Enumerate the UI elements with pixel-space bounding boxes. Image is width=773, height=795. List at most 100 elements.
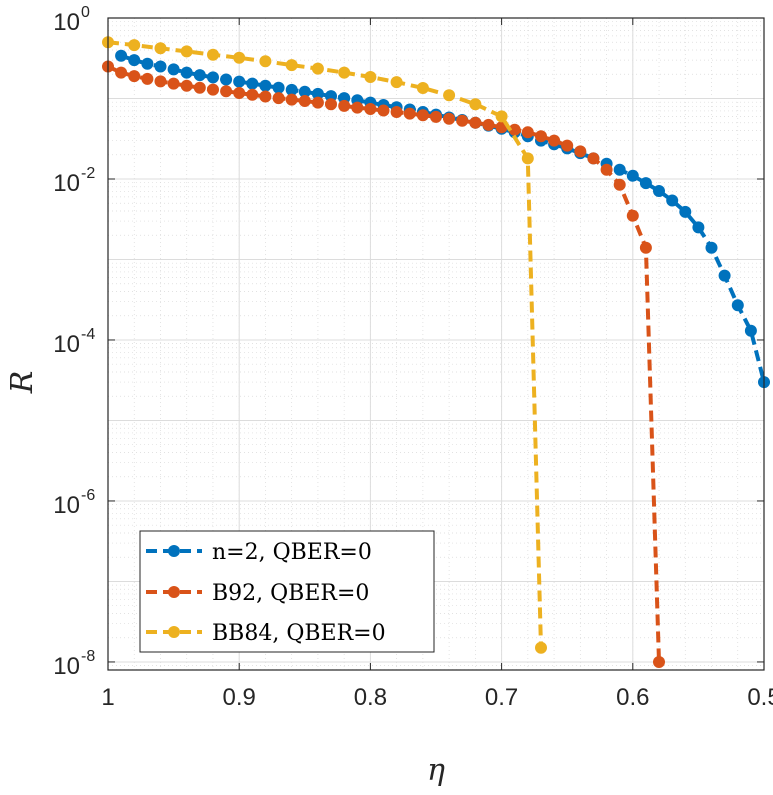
- data-point-0-5: [180, 66, 193, 79]
- data-point-1-16: [311, 96, 324, 109]
- data-point-1-27: [456, 114, 469, 127]
- data-point-1-25: [430, 110, 442, 123]
- y-tick-label-exponent: -4: [81, 326, 95, 343]
- legend-entry-b92: B92, QBER=0: [146, 581, 369, 606]
- data-point-0-3: [154, 60, 167, 73]
- data-point-1-18: [338, 99, 351, 112]
- data-point-0-6: [193, 69, 206, 82]
- data-point-0-12: [272, 81, 285, 94]
- data-point-1-21: [377, 104, 390, 117]
- data-point-2-16: [521, 152, 534, 165]
- y-tick-label-exponent: -2: [81, 165, 95, 182]
- data-point-1-11: [246, 88, 259, 101]
- data-point-0-11: [259, 79, 272, 92]
- data-point-1-40: [626, 209, 639, 222]
- y-tick-label: 10 0: [53, 4, 90, 36]
- x-axis-tick-labels: 1 0.9 0.8 0.7 0.6 0.5: [101, 684, 773, 711]
- data-point-0-10: [246, 77, 259, 90]
- data-point-1-36: [574, 145, 587, 158]
- data-point-1-33: [535, 130, 547, 143]
- series-line-0: [120, 53, 766, 383]
- data-point-1-41: [639, 241, 652, 254]
- legend-entry-bb84: BB84, QBER=0: [146, 621, 386, 646]
- data-point-1-32: [521, 126, 534, 139]
- y-tick-label-base: 10: [53, 170, 80, 197]
- data-point-0-47: [731, 299, 744, 312]
- data-point-2-5: [233, 51, 246, 64]
- data-point-0-13: [285, 83, 298, 96]
- data-point-1-9: [220, 85, 233, 98]
- data-point-0-9: [233, 75, 246, 88]
- data-point-0-42: [666, 194, 679, 207]
- x-tick-label: 0.7: [485, 684, 518, 711]
- y-tick-label: 10 -6: [53, 487, 95, 519]
- data-point-2-12: [416, 82, 429, 94]
- data-point-1-3: [141, 72, 154, 85]
- data-point-0-4: [167, 63, 180, 76]
- data-point-1-35: [561, 139, 574, 152]
- data-point-1-26: [443, 112, 456, 125]
- x-tick-label: 0.9: [223, 684, 256, 711]
- y-tick-label-base: 10: [53, 492, 80, 519]
- data-point-0-40: [639, 177, 652, 190]
- data-point-0-44: [692, 221, 705, 234]
- y-axis-label: R: [5, 371, 40, 395]
- data-point-1-20: [364, 103, 377, 115]
- data-point-0-14: [298, 85, 311, 98]
- data-point-0-8: [220, 73, 233, 86]
- y-tick-label-exponent: -8: [81, 648, 95, 665]
- legend-marker-n2: [168, 545, 180, 557]
- data-point-0-7: [207, 71, 219, 84]
- data-point-1-15: [298, 95, 311, 107]
- y-tick-label-base: 10: [53, 331, 80, 358]
- data-point-1-31: [508, 123, 521, 136]
- data-point-1-4: [154, 75, 167, 88]
- legend-label-n2: n=2, QBER=0: [212, 540, 372, 565]
- data-point-0-0: [115, 49, 128, 62]
- data-point-1-7: [193, 81, 206, 94]
- data-point-2-2: [154, 42, 167, 55]
- data-point-1-38: [600, 163, 613, 176]
- legend-entry-n2: n=2, QBER=0: [146, 540, 372, 565]
- legend: n=2, QBER=0 B92, QBER=0 BB84, QBER=0: [139, 530, 435, 653]
- y-tick-label-exponent: 0: [81, 4, 90, 21]
- data-point-2-7: [285, 59, 298, 72]
- data-point-1-14: [285, 93, 298, 106]
- x-axis-label: η: [427, 753, 445, 788]
- data-point-2-4: [207, 48, 219, 61]
- data-point-2-14: [469, 98, 482, 111]
- legend-label-b92: B92, QBER=0: [212, 581, 369, 606]
- data-point-1-34: [548, 134, 561, 147]
- data-point-1-17: [325, 98, 337, 111]
- data-point-2-3: [180, 45, 193, 58]
- data-point-0-46: [718, 269, 731, 282]
- x-tick-label: 0.6: [616, 684, 649, 711]
- data-point-1-6: [180, 79, 193, 92]
- data-point-2-15: [495, 110, 508, 123]
- data-point-2-11: [390, 76, 403, 89]
- data-point-1-37: [587, 152, 600, 165]
- data-point-1-39: [613, 178, 626, 191]
- legend-marker-bb84: [168, 626, 180, 638]
- y-tick-label-base: 10: [53, 653, 80, 680]
- data-point-1-23: [403, 107, 416, 120]
- data-point-1-1: [115, 66, 128, 79]
- data-point-1-10: [233, 87, 246, 99]
- data-point-1-13: [272, 92, 285, 105]
- x-tick-label: 0.8: [354, 684, 387, 711]
- axis-ticks: [107, 17, 765, 670]
- x-tick-label: 0.5: [747, 684, 773, 711]
- legend-marker-b92: [168, 586, 180, 598]
- data-point-1-29: [482, 118, 495, 131]
- data-point-2-10: [364, 71, 377, 83]
- data-point-2-1: [128, 39, 141, 52]
- data-point-0-41: [653, 185, 665, 197]
- data-point-2-17: [535, 641, 547, 654]
- data-point-2-13: [443, 89, 456, 102]
- y-tick-label: 10 -4: [53, 326, 95, 358]
- data-point-1-19: [351, 101, 364, 114]
- plot-series: [102, 36, 770, 668]
- data-point-0-1: [128, 54, 141, 67]
